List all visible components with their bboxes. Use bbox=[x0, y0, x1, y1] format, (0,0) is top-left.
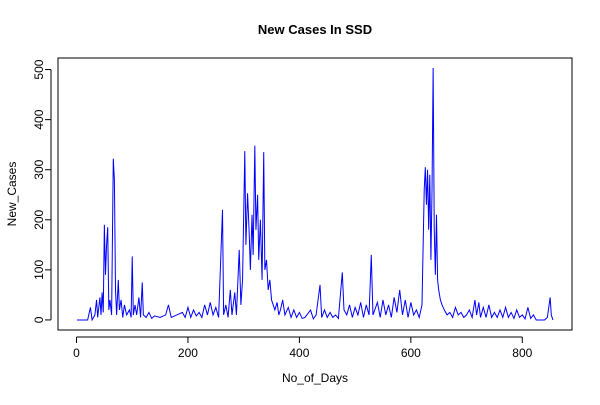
x-axis-label: No_of_Days bbox=[282, 371, 348, 385]
x-tick-label: 800 bbox=[512, 346, 532, 360]
y-tick-label: 200 bbox=[32, 209, 46, 229]
x-tick-label: 600 bbox=[401, 346, 421, 360]
y-tick-label: 400 bbox=[32, 109, 46, 129]
x-tick-label: 200 bbox=[178, 346, 198, 360]
y-axis-label: New_Cases bbox=[5, 162, 19, 227]
y-tick-label: 300 bbox=[32, 159, 46, 179]
x-tick-label: 0 bbox=[73, 346, 80, 360]
data-line bbox=[77, 68, 554, 322]
y-tick-label: 500 bbox=[32, 59, 46, 79]
x-tick-label: 400 bbox=[289, 346, 309, 360]
y-tick-label: 0 bbox=[32, 316, 46, 323]
chart-title: New Cases In SSD bbox=[258, 22, 372, 37]
plot-box bbox=[57, 57, 573, 331]
y-tick-label: 100 bbox=[32, 260, 46, 280]
